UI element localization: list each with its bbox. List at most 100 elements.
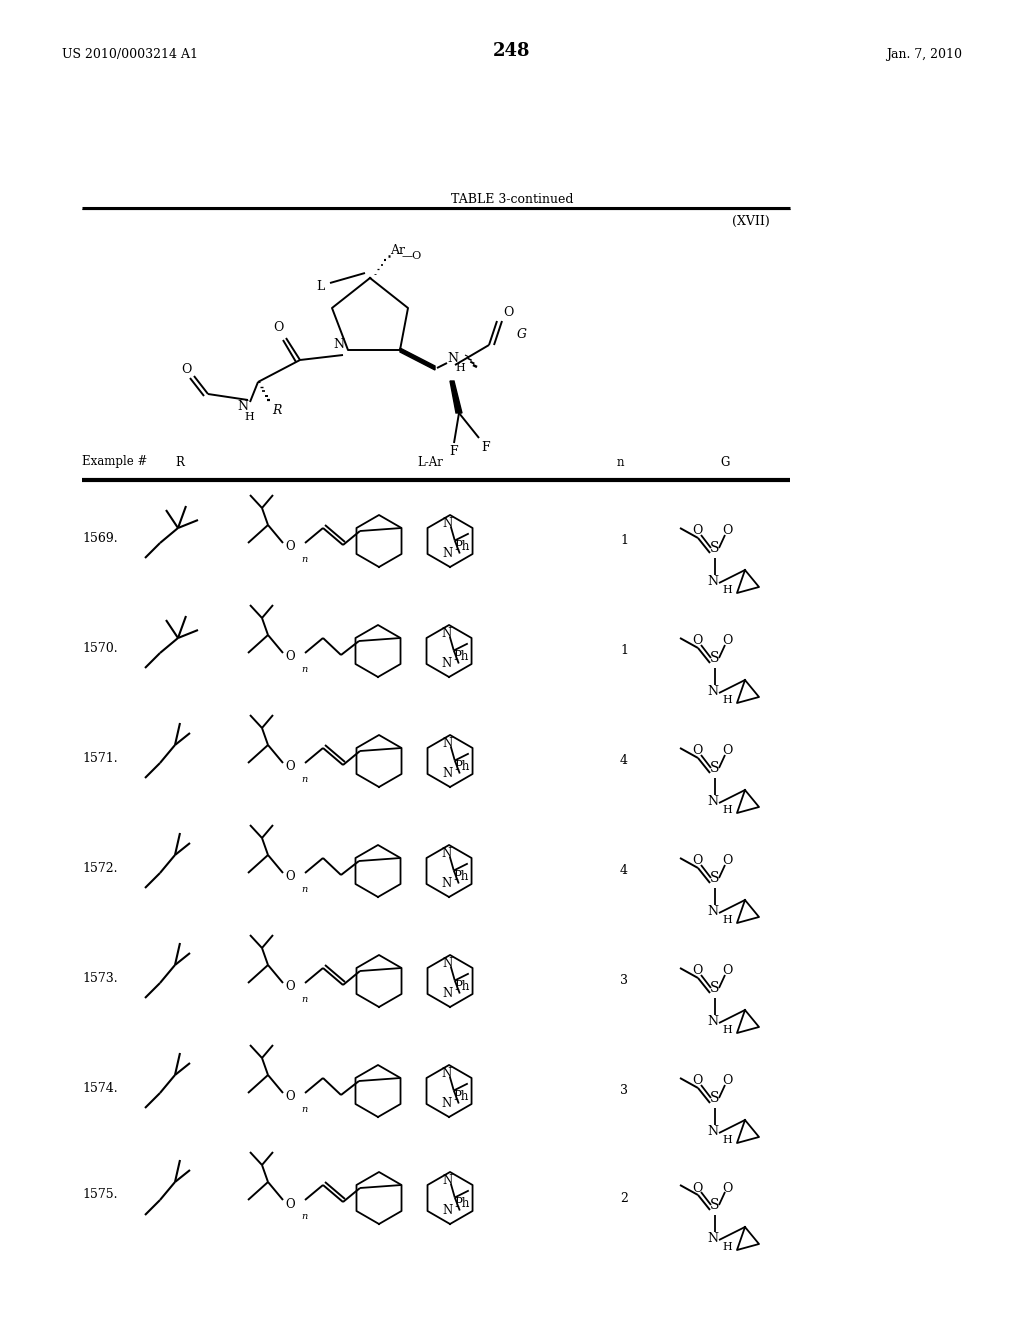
Text: L-Ar: L-Ar	[417, 455, 443, 469]
Text: N: N	[708, 1015, 719, 1028]
Text: O: O	[285, 870, 295, 883]
Text: O: O	[722, 635, 732, 648]
Text: N: N	[708, 1232, 719, 1245]
Text: N: N	[442, 517, 453, 531]
Text: 248: 248	[494, 42, 530, 59]
Text: N: N	[708, 795, 719, 808]
Text: S: S	[711, 762, 720, 775]
Text: O: O	[692, 744, 702, 758]
Text: O: O	[722, 524, 732, 537]
Text: Jan. 7, 2010: Jan. 7, 2010	[886, 48, 962, 61]
Text: O: O	[692, 1074, 702, 1088]
Text: N: N	[442, 737, 453, 750]
Text: —O: —O	[402, 251, 422, 261]
Text: O: O	[692, 854, 702, 867]
Text: N: N	[708, 576, 719, 587]
Text: H: H	[455, 363, 465, 374]
Text: N: N	[442, 546, 453, 560]
Text: N: N	[441, 627, 452, 640]
Text: O: O	[285, 981, 295, 994]
Text: N: N	[441, 1097, 452, 1110]
Text: O: O	[692, 635, 702, 648]
Text: n: n	[301, 554, 307, 564]
Text: Ph: Ph	[455, 1197, 470, 1210]
Text: (XVII): (XVII)	[732, 215, 770, 228]
Text: O: O	[692, 965, 702, 978]
Text: 1575.: 1575.	[82, 1188, 118, 1201]
Text: N: N	[237, 400, 248, 413]
Text: N: N	[442, 1173, 453, 1187]
Polygon shape	[400, 348, 435, 370]
Text: S: S	[711, 871, 720, 884]
Text: S: S	[711, 541, 720, 554]
Text: N: N	[708, 685, 719, 698]
Text: F: F	[481, 441, 489, 454]
Text: O: O	[692, 1181, 702, 1195]
Text: R: R	[175, 455, 184, 469]
Text: Ph: Ph	[454, 870, 469, 883]
Text: O: O	[285, 1090, 295, 1104]
Text: S: S	[711, 651, 720, 665]
Text: O: O	[722, 744, 732, 758]
Text: 1: 1	[620, 644, 628, 657]
Text: 3: 3	[620, 974, 628, 987]
Text: 4: 4	[620, 755, 628, 767]
Text: 1571.: 1571.	[82, 751, 118, 764]
Text: O: O	[692, 524, 702, 537]
Text: O: O	[722, 1181, 732, 1195]
Text: O: O	[272, 321, 284, 334]
Text: H: H	[722, 585, 732, 595]
Text: Ph: Ph	[454, 1090, 469, 1104]
Text: Ph: Ph	[455, 760, 470, 774]
Text: Example #: Example #	[82, 455, 147, 469]
Text: O: O	[285, 760, 295, 774]
Text: 1573.: 1573.	[82, 972, 118, 985]
Text: O: O	[285, 1197, 295, 1210]
Text: 3: 3	[620, 1085, 628, 1097]
Text: O: O	[503, 306, 513, 319]
Text: N: N	[442, 1204, 453, 1217]
Text: H: H	[722, 915, 732, 925]
Text: n: n	[301, 1105, 307, 1114]
Text: Ph: Ph	[455, 979, 470, 993]
Text: O: O	[722, 1074, 732, 1088]
Text: n: n	[301, 995, 307, 1005]
Text: Ar: Ar	[390, 243, 406, 256]
Text: R: R	[272, 404, 282, 417]
Text: n: n	[301, 665, 307, 675]
Text: G: G	[517, 329, 527, 342]
Text: H: H	[722, 696, 732, 705]
Text: 1570.: 1570.	[82, 642, 118, 655]
Text: Ph: Ph	[454, 649, 469, 663]
Text: N: N	[442, 987, 453, 1001]
Text: S: S	[711, 1092, 720, 1105]
Text: H: H	[722, 1242, 732, 1251]
Text: 4: 4	[620, 865, 628, 878]
Text: O: O	[285, 651, 295, 664]
Text: O: O	[181, 363, 191, 376]
Text: N: N	[441, 847, 452, 861]
Text: 1569.: 1569.	[82, 532, 118, 544]
Text: 1572.: 1572.	[82, 862, 118, 874]
Text: G: G	[720, 455, 729, 469]
Text: N: N	[441, 657, 452, 671]
Text: H: H	[722, 805, 732, 814]
Text: 1574.: 1574.	[82, 1081, 118, 1094]
Text: N: N	[441, 876, 452, 890]
Text: 1: 1	[620, 535, 628, 548]
Text: L: L	[316, 280, 325, 293]
Text: O: O	[722, 965, 732, 978]
Text: H: H	[722, 1135, 732, 1144]
Text: N: N	[442, 767, 453, 780]
Text: O: O	[722, 854, 732, 867]
Text: N: N	[708, 1125, 719, 1138]
Text: n: n	[301, 775, 307, 784]
Text: F: F	[450, 445, 459, 458]
Text: US 2010/0003214 A1: US 2010/0003214 A1	[62, 48, 198, 61]
Text: n: n	[616, 455, 624, 469]
Text: H: H	[245, 412, 254, 422]
Text: 2: 2	[621, 1192, 628, 1204]
Text: n: n	[301, 884, 307, 894]
Text: Ph: Ph	[455, 540, 470, 553]
Text: N: N	[708, 906, 719, 917]
